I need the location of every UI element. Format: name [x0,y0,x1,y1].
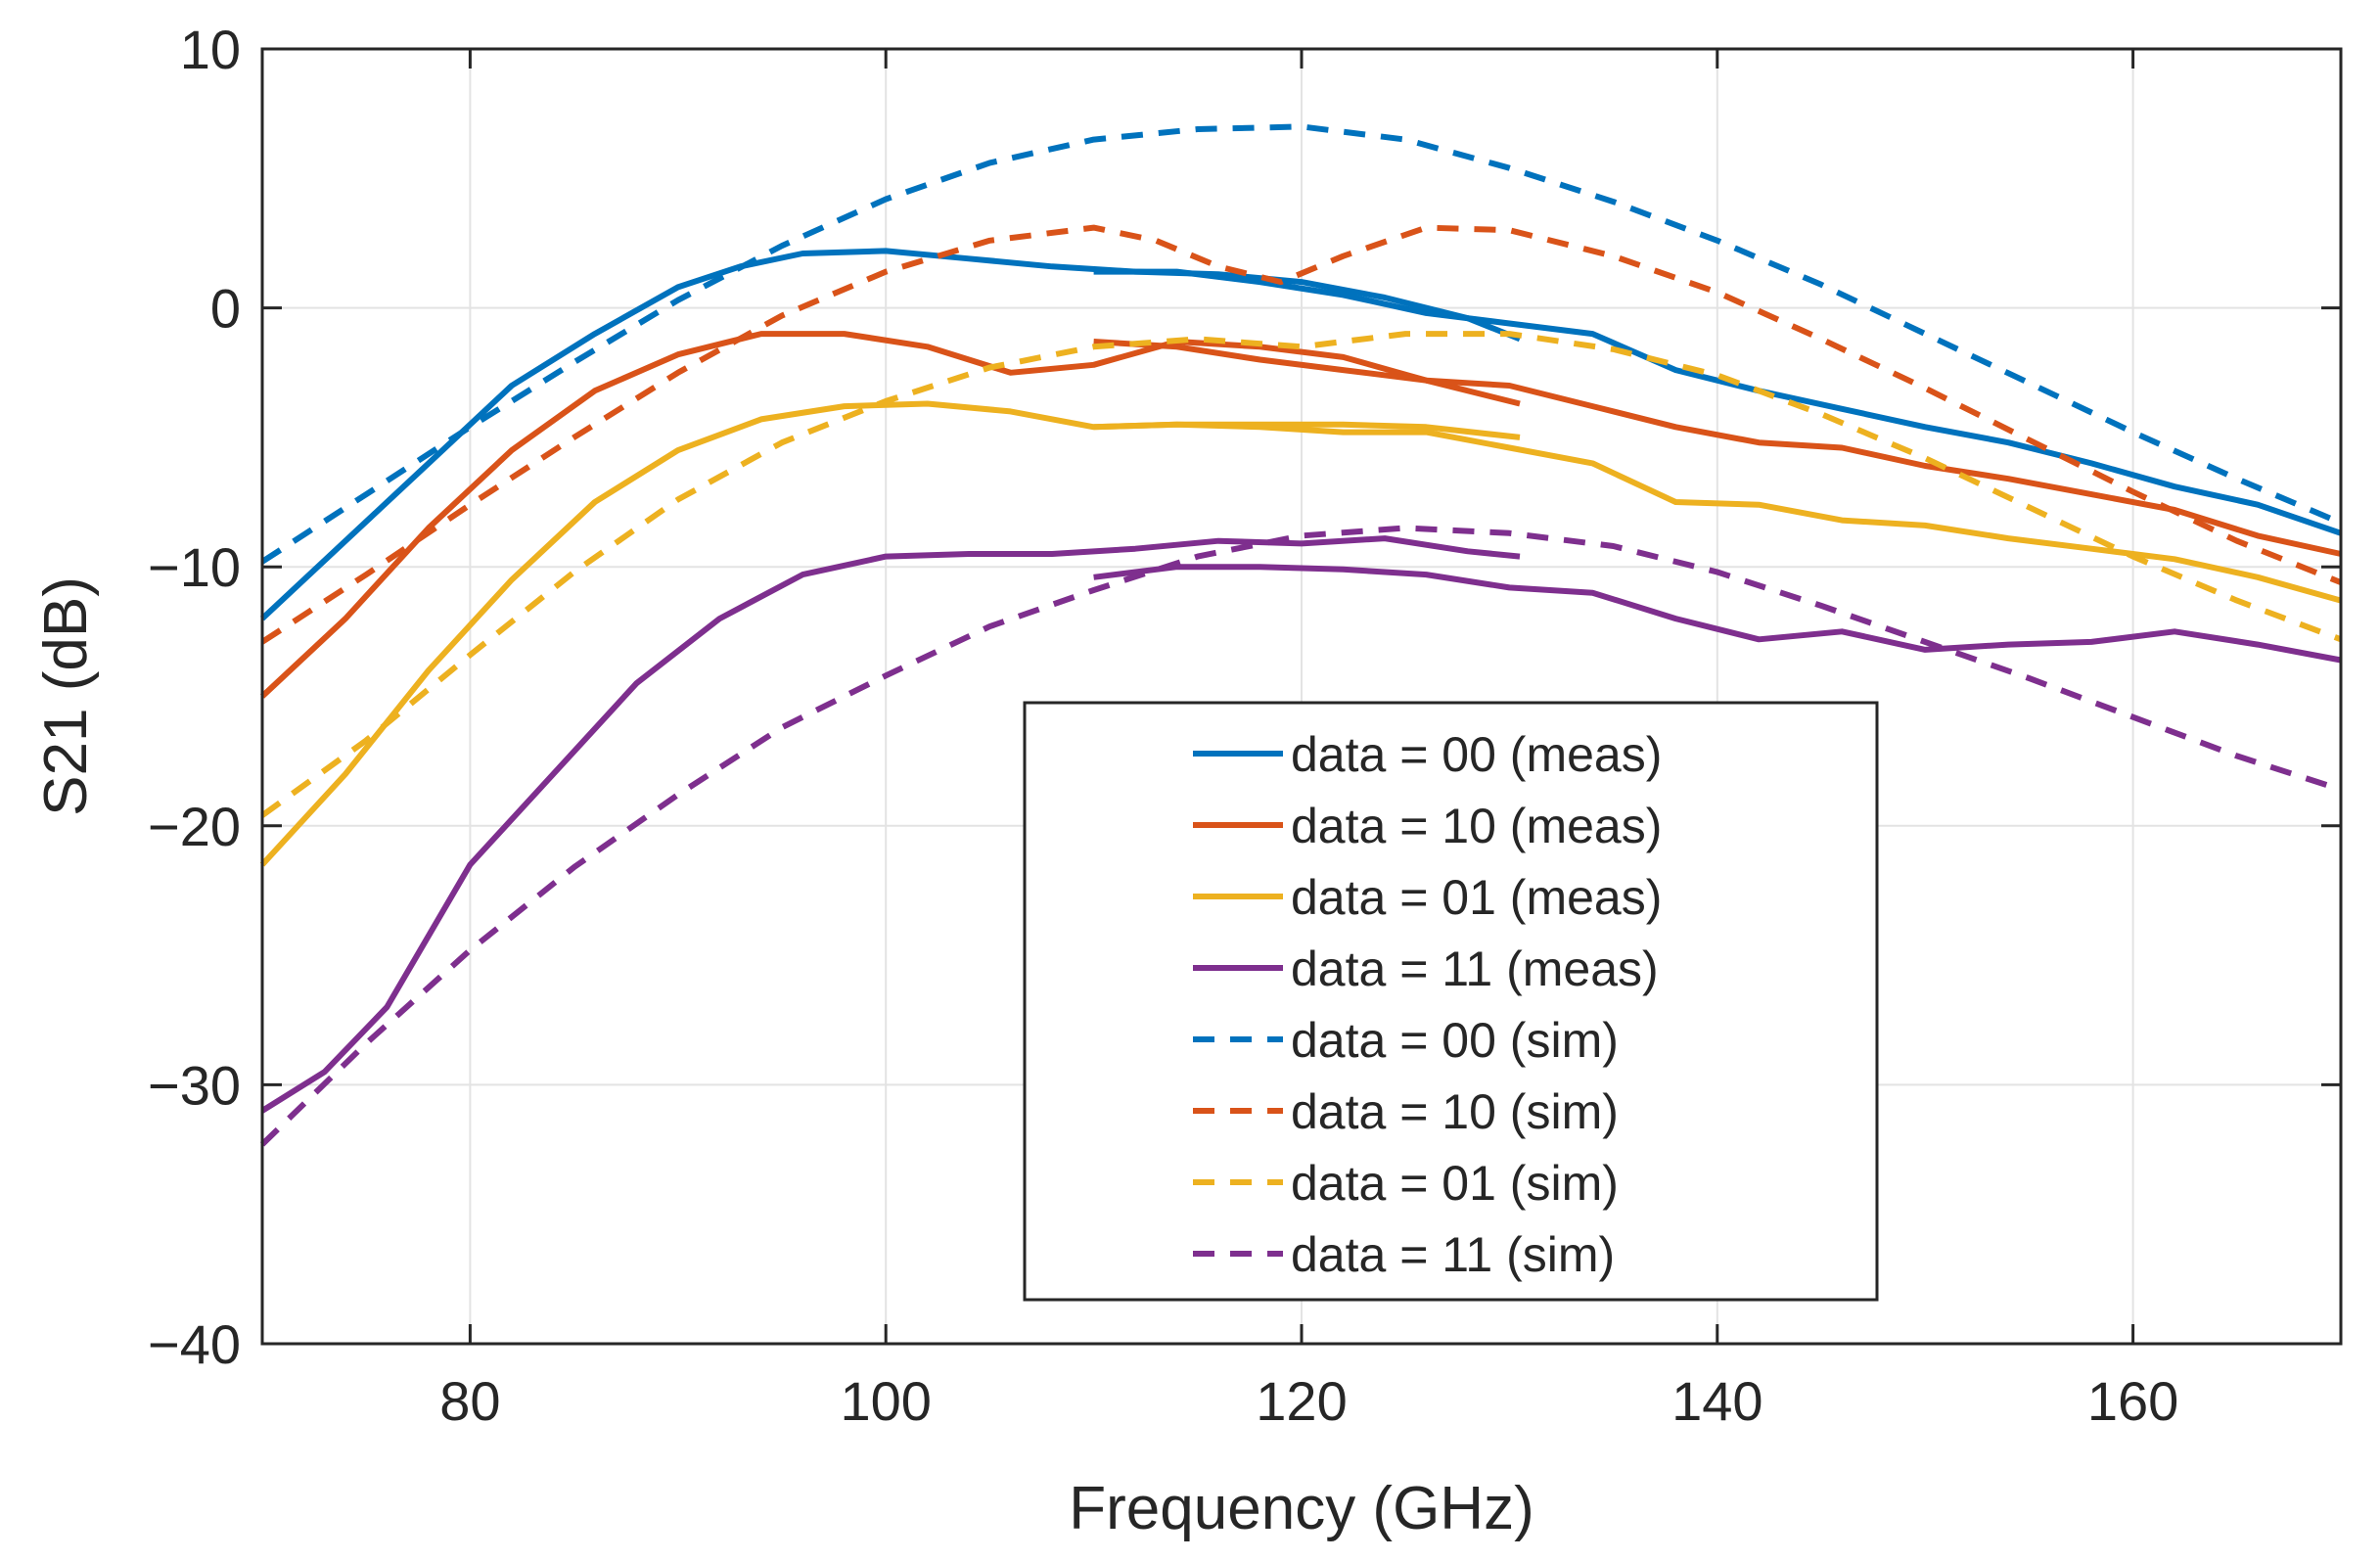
series-line-data-00-meas--seg0 [259,248,1522,621]
y-tick-label: −10 [148,536,241,598]
x-axis-label: Frequency (GHz) [1069,1475,1533,1542]
legend: data = 00 (meas) data = 10 (meas) data = 0… [1023,701,1879,1302]
series-line-data-00-meas--seg1 [1093,268,2342,536]
legend-entry-label: data = 01 (sim) [1291,1156,1619,1211]
legend-box [1023,701,1879,1302]
y-tick-label: −40 [148,1313,241,1375]
series-line-data-11-meas--seg0 [260,535,1521,1114]
y-tick-label: 0 [210,278,241,340]
y-tick-label: −30 [148,1054,241,1116]
y-axis-label: S21 (dB) [32,576,100,816]
legend-entry-label: data = 00 (meas) [1291,727,1662,782]
x-tick-label: 120 [1256,1370,1347,1432]
series-line-data-10-sim--seg0 [260,224,2343,645]
legend-entry-label: data = 00 (sim) [1291,1013,1619,1068]
x-tick-label: 100 [840,1370,931,1432]
x-tick-label: 160 [2087,1370,2178,1432]
legend-entry-label: data = 11 (meas) [1291,941,1659,996]
series-line-data-01-meas--seg0 [259,400,1521,867]
plot-series [259,123,2343,1147]
series-line-data-00-sim--seg0 [260,123,2343,565]
legend-entry-label: data = 11 (sim) [1291,1227,1615,1282]
legend-entry-label: data = 01 (meas) [1291,870,1662,925]
y-tick-label: −20 [148,796,241,857]
x-tick-label: 80 [439,1370,500,1432]
series-line-data-10-meas--seg0 [259,331,1521,699]
series-line-data-11-meas--seg1 [1093,564,2342,664]
series-line-data-01-sim--seg0 [260,331,2343,818]
y-tick-label: 10 [180,19,241,80]
series-line-data-10-meas--seg1 [1093,339,2342,557]
legend-entry-label: data = 10 (meas) [1291,799,1662,853]
x-tick-label: 140 [1671,1370,1762,1432]
legend-entry-label: data = 10 (sim) [1291,1084,1619,1139]
series-line-data-11-sim--seg0 [259,525,2342,1147]
